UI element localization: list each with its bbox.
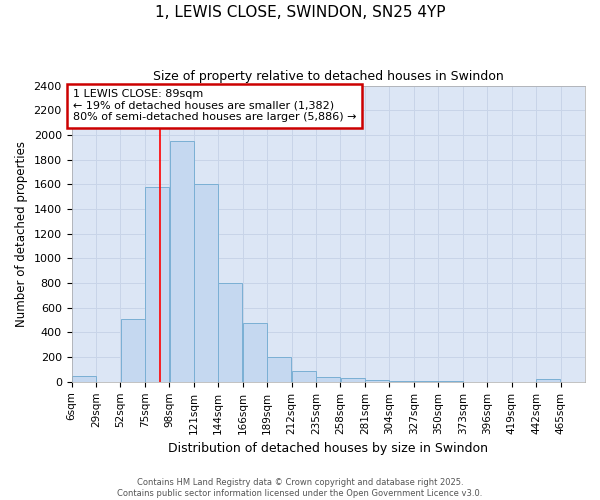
Bar bbox=[536, 380, 560, 382]
Bar bbox=[292, 372, 316, 382]
Bar bbox=[170, 141, 194, 382]
Title: Size of property relative to detached houses in Swindon: Size of property relative to detached ho… bbox=[153, 70, 503, 83]
Bar bbox=[316, 378, 340, 382]
X-axis label: Distribution of detached houses by size in Swindon: Distribution of detached houses by size … bbox=[168, 442, 488, 455]
Bar bbox=[218, 283, 242, 382]
Bar bbox=[145, 187, 169, 382]
Y-axis label: Number of detached properties: Number of detached properties bbox=[15, 140, 28, 326]
Bar bbox=[389, 381, 413, 382]
Bar bbox=[268, 357, 292, 382]
Bar bbox=[414, 381, 438, 382]
Bar bbox=[243, 322, 267, 382]
Bar bbox=[194, 184, 218, 382]
Bar bbox=[341, 378, 365, 382]
Text: 1 LEWIS CLOSE: 89sqm
← 19% of detached houses are smaller (1,382)
80% of semi-de: 1 LEWIS CLOSE: 89sqm ← 19% of detached h… bbox=[73, 90, 356, 122]
Bar bbox=[72, 376, 96, 382]
Bar bbox=[121, 319, 145, 382]
Text: Contains HM Land Registry data © Crown copyright and database right 2025.
Contai: Contains HM Land Registry data © Crown c… bbox=[118, 478, 482, 498]
Bar bbox=[365, 380, 389, 382]
Text: 1, LEWIS CLOSE, SWINDON, SN25 4YP: 1, LEWIS CLOSE, SWINDON, SN25 4YP bbox=[155, 5, 445, 20]
